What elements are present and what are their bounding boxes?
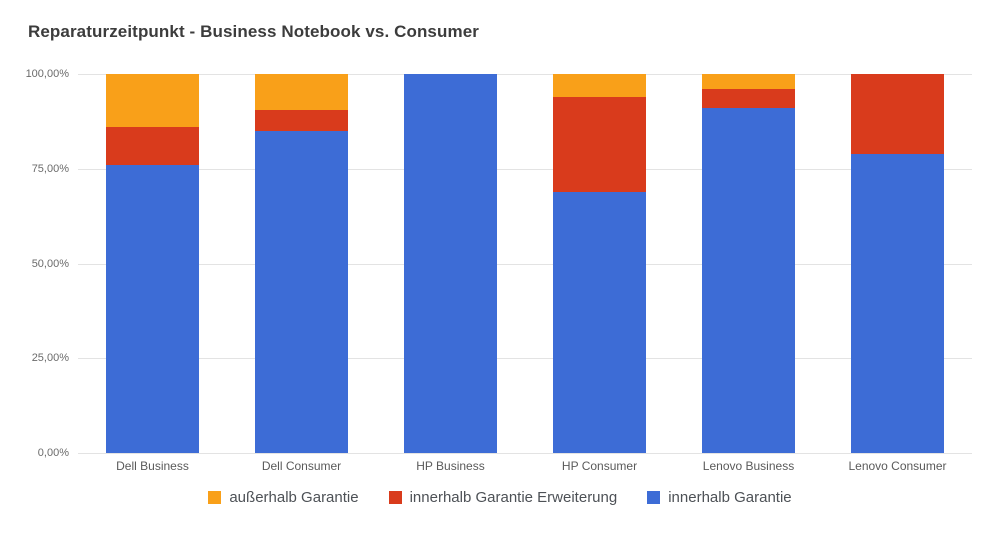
bar-segment-innerhalb-garantie[interactable]	[105, 164, 200, 453]
stacked-bar-lenovo-business	[701, 74, 796, 453]
gridline	[78, 74, 972, 75]
bar-segment-innerhalb-garantie[interactable]	[403, 74, 498, 453]
bar-segment-innerhalb-garantie-erweiterung[interactable]	[850, 74, 945, 154]
x-axis-category-label: Dell Consumer	[261, 459, 342, 473]
legend-swatch-icon	[208, 491, 222, 504]
bars-layer	[78, 74, 972, 453]
stacked-bar-dell-consumer	[254, 74, 349, 453]
bar-segment-au-erhalb-garantie[interactable]	[701, 74, 796, 90]
bar-slot-hp-consumer	[525, 74, 674, 453]
legend-label: innerhalb Garantie	[668, 489, 792, 506]
y-axis-tick-label: 75,00%	[31, 162, 69, 175]
y-axis-tick-label: 100,00%	[25, 68, 69, 80]
legend-label: außerhalb Garantie	[229, 489, 359, 506]
x-axis-category-label: Lenovo Business	[702, 459, 795, 473]
gridline	[78, 453, 972, 454]
gridline	[78, 168, 972, 170]
stacked-bar-dell-business	[105, 74, 200, 453]
x-axis-category-label: Dell Business	[116, 459, 189, 473]
bar-segment-innerhalb-garantie-erweiterung[interactable]	[254, 110, 349, 131]
y-axis-tick-label: 0,00%	[37, 447, 69, 459]
gridline	[78, 358, 972, 360]
bar-slot-hp-business	[376, 74, 525, 453]
legend-swatch-icon	[388, 491, 402, 504]
x-axis-category-label: Lenovo Consumer	[848, 459, 947, 473]
legend-swatch-icon	[647, 491, 661, 504]
bar-segment-innerhalb-garantie-erweiterung[interactable]	[701, 89, 796, 109]
bar-segment-innerhalb-garantie-erweiterung[interactable]	[105, 127, 200, 165]
legend: außerhalb Garantie innerhalb Garantie Erw…	[0, 489, 1000, 506]
y-axis-tick-label: 50,00%	[31, 257, 69, 270]
bar-segment-au-erhalb-garantie[interactable]	[254, 74, 349, 111]
bar-segment-innerhalb-garantie[interactable]	[850, 153, 945, 453]
gridline	[78, 263, 972, 265]
bar-segment-innerhalb-garantie[interactable]	[701, 108, 796, 453]
bar-slot-lenovo-consumer	[823, 74, 972, 453]
bar-segment-au-erhalb-garantie[interactable]	[552, 74, 647, 97]
stacked-bar-hp-business	[403, 74, 498, 453]
legend-item-innerhalb-garantie[interactable]: innerhalb Garantie	[647, 489, 792, 506]
x-axis-category-label: HP Consumer	[561, 459, 638, 473]
x-axis-category-label: HP Business	[416, 459, 485, 473]
plot-area: 0,00% 25,00% 50,00% 75,00% 100,00%	[26, 68, 972, 459]
legend-item-au-erhalb-garantie[interactable]: außerhalb Garantie	[208, 489, 359, 506]
bar-segment-au-erhalb-garantie[interactable]	[105, 74, 200, 128]
legend-label: innerhalb Garantie Erweiterung	[409, 489, 618, 506]
stacked-bar-hp-consumer	[552, 74, 647, 453]
bar-slot-lenovo-business	[674, 74, 823, 453]
bar-segment-innerhalb-garantie-erweiterung[interactable]	[552, 96, 647, 192]
legend-item-innerhalb-garantie-erweiterung[interactable]: innerhalb Garantie Erweiterung	[388, 489, 618, 506]
chart-title: Reparaturzeitpunkt - Business Notebook v…	[28, 22, 479, 41]
bar-segment-innerhalb-garantie[interactable]	[552, 191, 647, 453]
bar-slot-dell-consumer	[227, 74, 376, 453]
stacked-bar-lenovo-consumer	[850, 74, 945, 453]
x-axis: Dell Business Dell Consumer HP Business HP …	[78, 459, 972, 473]
bar-slot-dell-business	[78, 74, 227, 453]
y-axis-tick-label: 25,00%	[31, 352, 69, 365]
bar-segment-innerhalb-garantie[interactable]	[254, 130, 349, 453]
